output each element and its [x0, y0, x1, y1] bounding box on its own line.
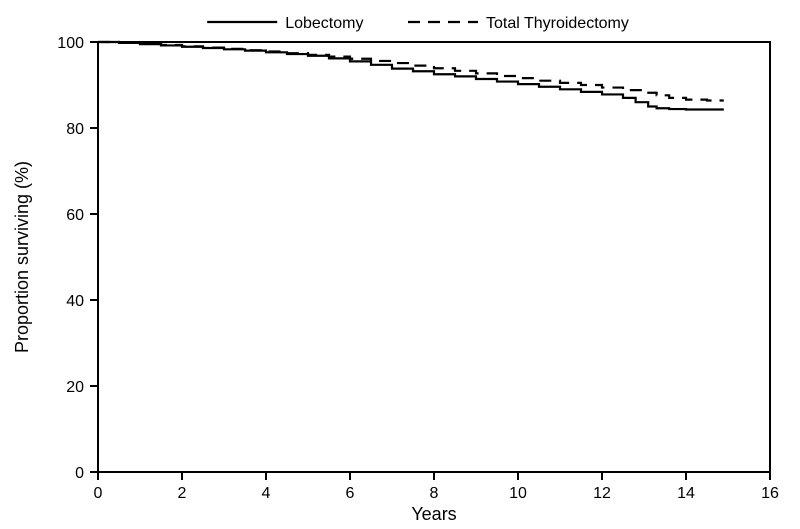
x-axis-label: Years — [411, 504, 456, 524]
y-axis-label: Proportion surviving (%) — [12, 161, 32, 353]
x-tick-label: 10 — [509, 485, 527, 502]
x-tick-label: 2 — [178, 485, 187, 502]
y-tick-label: 80 — [66, 121, 84, 138]
legend-label-lobectomy: Lobectomy — [285, 15, 363, 32]
x-tick-label: 0 — [94, 485, 103, 502]
y-tick-label: 100 — [57, 35, 84, 52]
x-tick-label: 12 — [593, 485, 611, 502]
x-tick-label: 4 — [262, 485, 271, 502]
chart-svg: 0 2 4 6 8 10 12 14 16 0 20 40 60 80 100 Years Proportion… — [0, 0, 800, 529]
x-tick-label: 8 — [430, 485, 439, 502]
series-lobectomy — [98, 42, 724, 110]
y-tick-label: 60 — [66, 207, 84, 224]
x-tick-label: 6 — [346, 485, 355, 502]
x-tick-label: 14 — [677, 485, 695, 502]
y-tick-label: 20 — [66, 379, 84, 396]
y-tick-label: 0 — [75, 465, 84, 482]
y-tick-label: 40 — [66, 293, 84, 310]
plot-area-border — [98, 42, 770, 472]
x-tick-label: 16 — [761, 485, 779, 502]
legend-label-total_thyroidectomy: Total Thyroidectomy — [486, 15, 629, 32]
survival-chart: 0 2 4 6 8 10 12 14 16 0 20 40 60 80 100 Years Proportion… — [0, 0, 800, 529]
series-total_thyroidectomy — [98, 42, 724, 100]
